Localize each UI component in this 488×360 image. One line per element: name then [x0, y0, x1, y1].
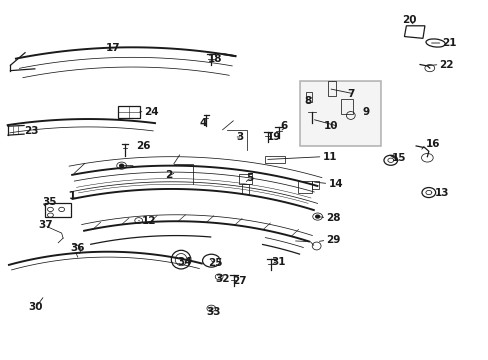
- Bar: [340, 99, 352, 114]
- Text: 12: 12: [142, 216, 156, 226]
- Text: 18: 18: [207, 54, 222, 64]
- Text: 19: 19: [266, 132, 281, 142]
- Text: 13: 13: [434, 188, 448, 198]
- Bar: [264, 156, 285, 163]
- Text: 6: 6: [280, 121, 287, 131]
- Bar: [44, 203, 71, 217]
- Text: 26: 26: [136, 141, 150, 151]
- Text: 15: 15: [391, 153, 406, 163]
- Text: 25: 25: [207, 258, 222, 268]
- Text: 3: 3: [236, 132, 243, 142]
- Text: 22: 22: [439, 59, 453, 69]
- Text: 30: 30: [28, 302, 43, 312]
- Text: 11: 11: [322, 152, 336, 162]
- Text: 5: 5: [245, 173, 252, 183]
- Text: 16: 16: [425, 139, 440, 149]
- Text: 36: 36: [70, 243, 85, 253]
- Text: 7: 7: [346, 89, 354, 99]
- Text: 37: 37: [38, 220, 53, 230]
- Text: 17: 17: [105, 43, 120, 53]
- Circle shape: [315, 215, 319, 218]
- Text: 34: 34: [177, 257, 192, 267]
- Text: 2: 2: [165, 170, 172, 180]
- FancyBboxPatch shape: [300, 81, 380, 146]
- Bar: [305, 92, 311, 102]
- Circle shape: [120, 164, 123, 167]
- Text: 27: 27: [232, 276, 246, 286]
- Text: 32: 32: [215, 274, 230, 284]
- Text: 14: 14: [328, 179, 342, 189]
- Text: 29: 29: [326, 235, 340, 245]
- Text: 10: 10: [323, 121, 337, 131]
- Bar: [328, 81, 335, 96]
- Bar: [238, 174, 252, 184]
- Text: 24: 24: [144, 107, 159, 117]
- Text: 23: 23: [23, 126, 38, 135]
- Text: 20: 20: [401, 15, 416, 26]
- Text: 9: 9: [362, 107, 369, 117]
- Bar: [118, 106, 140, 118]
- Text: 21: 21: [442, 38, 456, 48]
- Bar: [241, 184, 248, 194]
- Bar: [298, 181, 311, 193]
- Text: 4: 4: [199, 118, 206, 128]
- Text: 8: 8: [304, 96, 311, 106]
- Text: 33: 33: [205, 307, 220, 317]
- Bar: [311, 181, 319, 189]
- Text: 31: 31: [271, 257, 285, 267]
- Text: 35: 35: [42, 197, 57, 207]
- Text: 28: 28: [326, 213, 340, 222]
- Text: 1: 1: [69, 191, 76, 201]
